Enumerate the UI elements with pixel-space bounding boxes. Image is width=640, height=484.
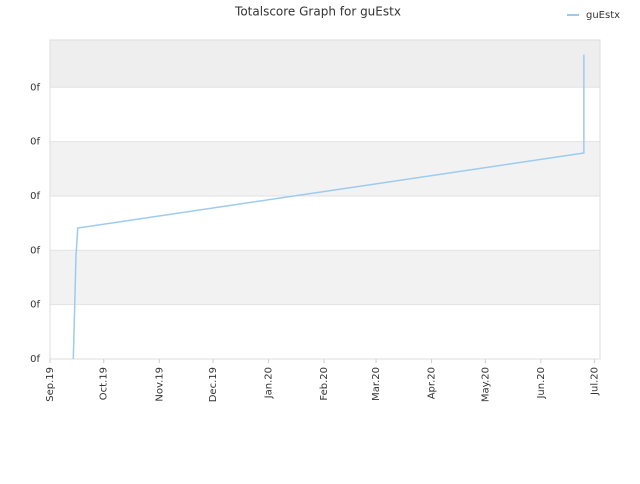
y-tick-label: 0f [30, 300, 40, 311]
band [50, 141, 600, 196]
x-tick-label: Oct.19 [99, 367, 110, 400]
x-tick-label: May.20 [480, 367, 491, 402]
x-tick-label: Jan.20 [264, 367, 275, 399]
x-tick-label: Sep.19 [45, 367, 56, 402]
series-line [72, 54, 585, 360]
y-tick-label: 0f [30, 191, 40, 202]
band [50, 250, 600, 305]
x-tick-label: Jun.20 [536, 367, 547, 400]
band [50, 40, 600, 88]
y-tick-label: 0f [30, 137, 40, 148]
y-tick-label: 0f [30, 82, 40, 93]
legend-label: guEstx [586, 10, 620, 21]
y-tick-label: 0f [30, 354, 40, 365]
x-tick-label: Apr.20 [427, 367, 438, 399]
y-tick-label: 0f [30, 245, 40, 256]
plot-border [49, 39, 601, 360]
x-tick-label: Feb.20 [319, 367, 330, 401]
x-tick-label: Dec.19 [208, 367, 219, 402]
x-tick-label: Nov.19 [154, 367, 165, 402]
x-tick-label: Mar.20 [371, 367, 382, 401]
x-tick-label: Jul.20 [590, 367, 601, 396]
chart-title: Totalscore Graph for guEstx [234, 5, 401, 19]
